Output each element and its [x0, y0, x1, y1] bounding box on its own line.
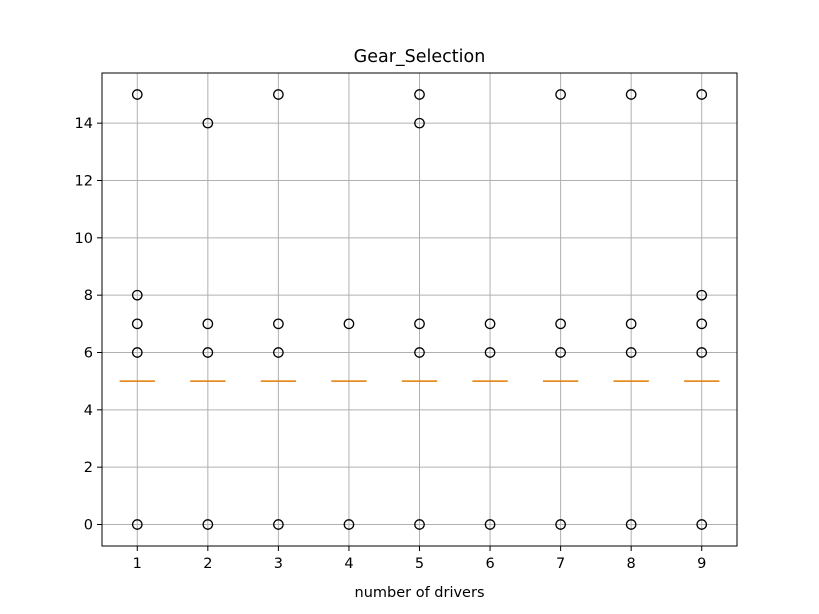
y-tick-label: 2: [84, 460, 93, 476]
x-tick-label: 4: [344, 556, 353, 572]
flier-point: [625, 318, 637, 330]
plot-marks: [119, 89, 720, 530]
flier-point: [484, 519, 496, 530]
flier-point: [555, 89, 566, 100]
x-tick-label: 8: [627, 556, 636, 572]
flier-point: [696, 318, 708, 330]
flier-point: [414, 347, 425, 358]
flier-point: [696, 89, 708, 100]
x-tick-label: 1: [133, 556, 142, 572]
x-tick-label: 3: [274, 556, 283, 572]
flier-point: [555, 519, 566, 530]
flier-point: [273, 89, 284, 100]
x-tick-label: 2: [203, 556, 212, 572]
flier-point: [625, 347, 637, 358]
x-tick-label: 9: [697, 556, 706, 572]
flier-point: [131, 289, 143, 301]
flier-point: [696, 347, 708, 358]
flier-point: [131, 318, 143, 330]
flier-point: [202, 318, 214, 330]
flier-point: [484, 347, 496, 358]
flier-point: [131, 89, 143, 100]
flier-point: [343, 519, 355, 530]
y-tick-label: 4: [84, 403, 93, 419]
flier-point: [273, 318, 284, 330]
y-tick-label: 6: [84, 346, 93, 362]
flier-point: [414, 519, 425, 530]
flier-point: [414, 89, 425, 100]
flier-point: [202, 519, 214, 530]
y-tick-label: 12: [75, 174, 93, 190]
x-tick-label: 5: [415, 556, 424, 572]
flier-point: [696, 289, 708, 301]
chart-title: Gear_Selection: [354, 47, 486, 67]
y-tick-label: 10: [75, 231, 93, 247]
flier-point: [625, 519, 637, 530]
y-tick-label: 14: [75, 116, 93, 132]
flier-point: [131, 519, 143, 530]
flier-point: [273, 347, 284, 358]
flier-point: [414, 318, 425, 330]
flier-point: [696, 519, 708, 530]
flier-point: [343, 318, 355, 330]
flier-point: [555, 318, 566, 330]
grid-lines: [102, 73, 737, 546]
y-tick-label: 0: [84, 518, 93, 534]
flier-point: [414, 117, 425, 129]
flier-point: [202, 347, 214, 358]
flier-point: [555, 347, 566, 358]
flier-point: [131, 347, 143, 358]
flier-point: [625, 89, 637, 100]
x-tick-label: 7: [556, 556, 565, 572]
flier-point: [273, 519, 284, 530]
x-tick-label: 6: [485, 556, 494, 572]
x-axis-label: number of drivers: [355, 585, 485, 601]
y-tick-label: 8: [84, 288, 93, 304]
flier-point: [484, 318, 496, 330]
flier-point: [202, 117, 214, 129]
